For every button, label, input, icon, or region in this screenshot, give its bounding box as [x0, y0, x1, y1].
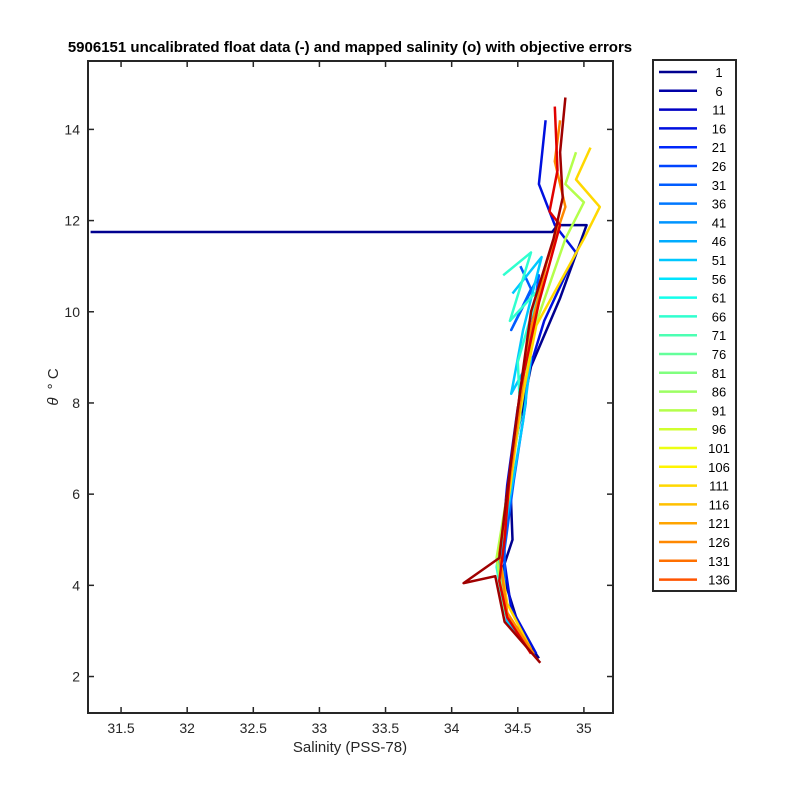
legend-label-46: 46 [712, 234, 726, 249]
legend-label-86: 86 [712, 385, 726, 400]
x-tick-label: 33 [312, 720, 328, 736]
x-tick-label: 33.5 [372, 720, 399, 736]
chart-title: 5906151 uncalibrated float data (-) and … [68, 39, 632, 56]
legend-label-6: 6 [715, 84, 722, 99]
legend-items: 1611162126313641465156616671768186919610… [659, 65, 730, 588]
legend-label-56: 56 [712, 272, 726, 287]
y-tick-label: 10 [64, 304, 80, 320]
legend: 1611162126313641465156616671768186919610… [652, 59, 737, 592]
legend-label-101: 101 [708, 441, 730, 456]
y-axis-label-text: θ ° C [45, 368, 62, 405]
legend-label-126: 126 [708, 535, 730, 550]
legend-label-31: 31 [712, 178, 726, 193]
y-tick-label: 2 [72, 669, 80, 685]
legend-label-26: 26 [712, 159, 726, 174]
y-tick-label: 4 [72, 577, 80, 593]
legend-label-96: 96 [712, 422, 726, 437]
legend-label-91: 91 [712, 403, 726, 418]
x-axis-label: Salinity (PSS-78) [293, 739, 407, 756]
y-tick-label: 8 [72, 395, 80, 411]
x-tick-label: 31.5 [107, 720, 134, 736]
legend-label-11: 11 [712, 103, 726, 118]
legend-label-16: 16 [712, 121, 726, 136]
plot-area: 31.5 32 32.5 33 33.5 34 34.5 35 2 4 6 8 10 12 14 [64, 60, 614, 736]
legend-label-121: 121 [708, 516, 730, 531]
y-axis-label-unit: ° C [45, 368, 62, 389]
y-axis: 2 4 6 8 10 12 14 [64, 121, 613, 685]
legend-label-81: 81 [712, 366, 726, 381]
x-axis: 31.5 32 32.5 33 33.5 34 34.5 35 [107, 61, 592, 736]
y-tick-label: 12 [64, 213, 80, 229]
legend-label-71: 71 [712, 328, 726, 343]
series-layer [90, 97, 602, 664]
legend-label-106: 106 [708, 460, 730, 475]
legend-label-61: 61 [712, 291, 726, 306]
legend-label-116: 116 [709, 497, 730, 512]
legend-label-111: 111 [709, 479, 729, 494]
x-tick-label: 32.5 [240, 720, 267, 736]
plot-frame [87, 60, 614, 714]
legend-label-66: 66 [712, 309, 726, 324]
y-tick-label: 14 [64, 121, 80, 137]
x-tick-label: 34 [444, 720, 460, 736]
legend-label-136: 136 [708, 573, 730, 588]
y-axis-label-symbol: θ [45, 398, 62, 406]
legend-box [652, 59, 737, 592]
legend-label-1: 1 [715, 65, 722, 80]
y-axis-label: θ ° C [45, 368, 62, 405]
plot-background [88, 61, 613, 713]
legend-label-76: 76 [712, 347, 726, 362]
x-tick-label: 35 [576, 720, 592, 736]
y-tick-label: 6 [72, 486, 80, 502]
legend-label-131: 131 [708, 554, 730, 569]
x-tick-label: 34.5 [504, 720, 531, 736]
x-tick-label: 32 [179, 720, 195, 736]
legend-label-36: 36 [712, 197, 726, 212]
series-line-10 [462, 97, 567, 664]
legend-label-51: 51 [712, 253, 726, 268]
legend-label-41: 41 [712, 215, 726, 230]
legend-label-21: 21 [712, 140, 726, 155]
